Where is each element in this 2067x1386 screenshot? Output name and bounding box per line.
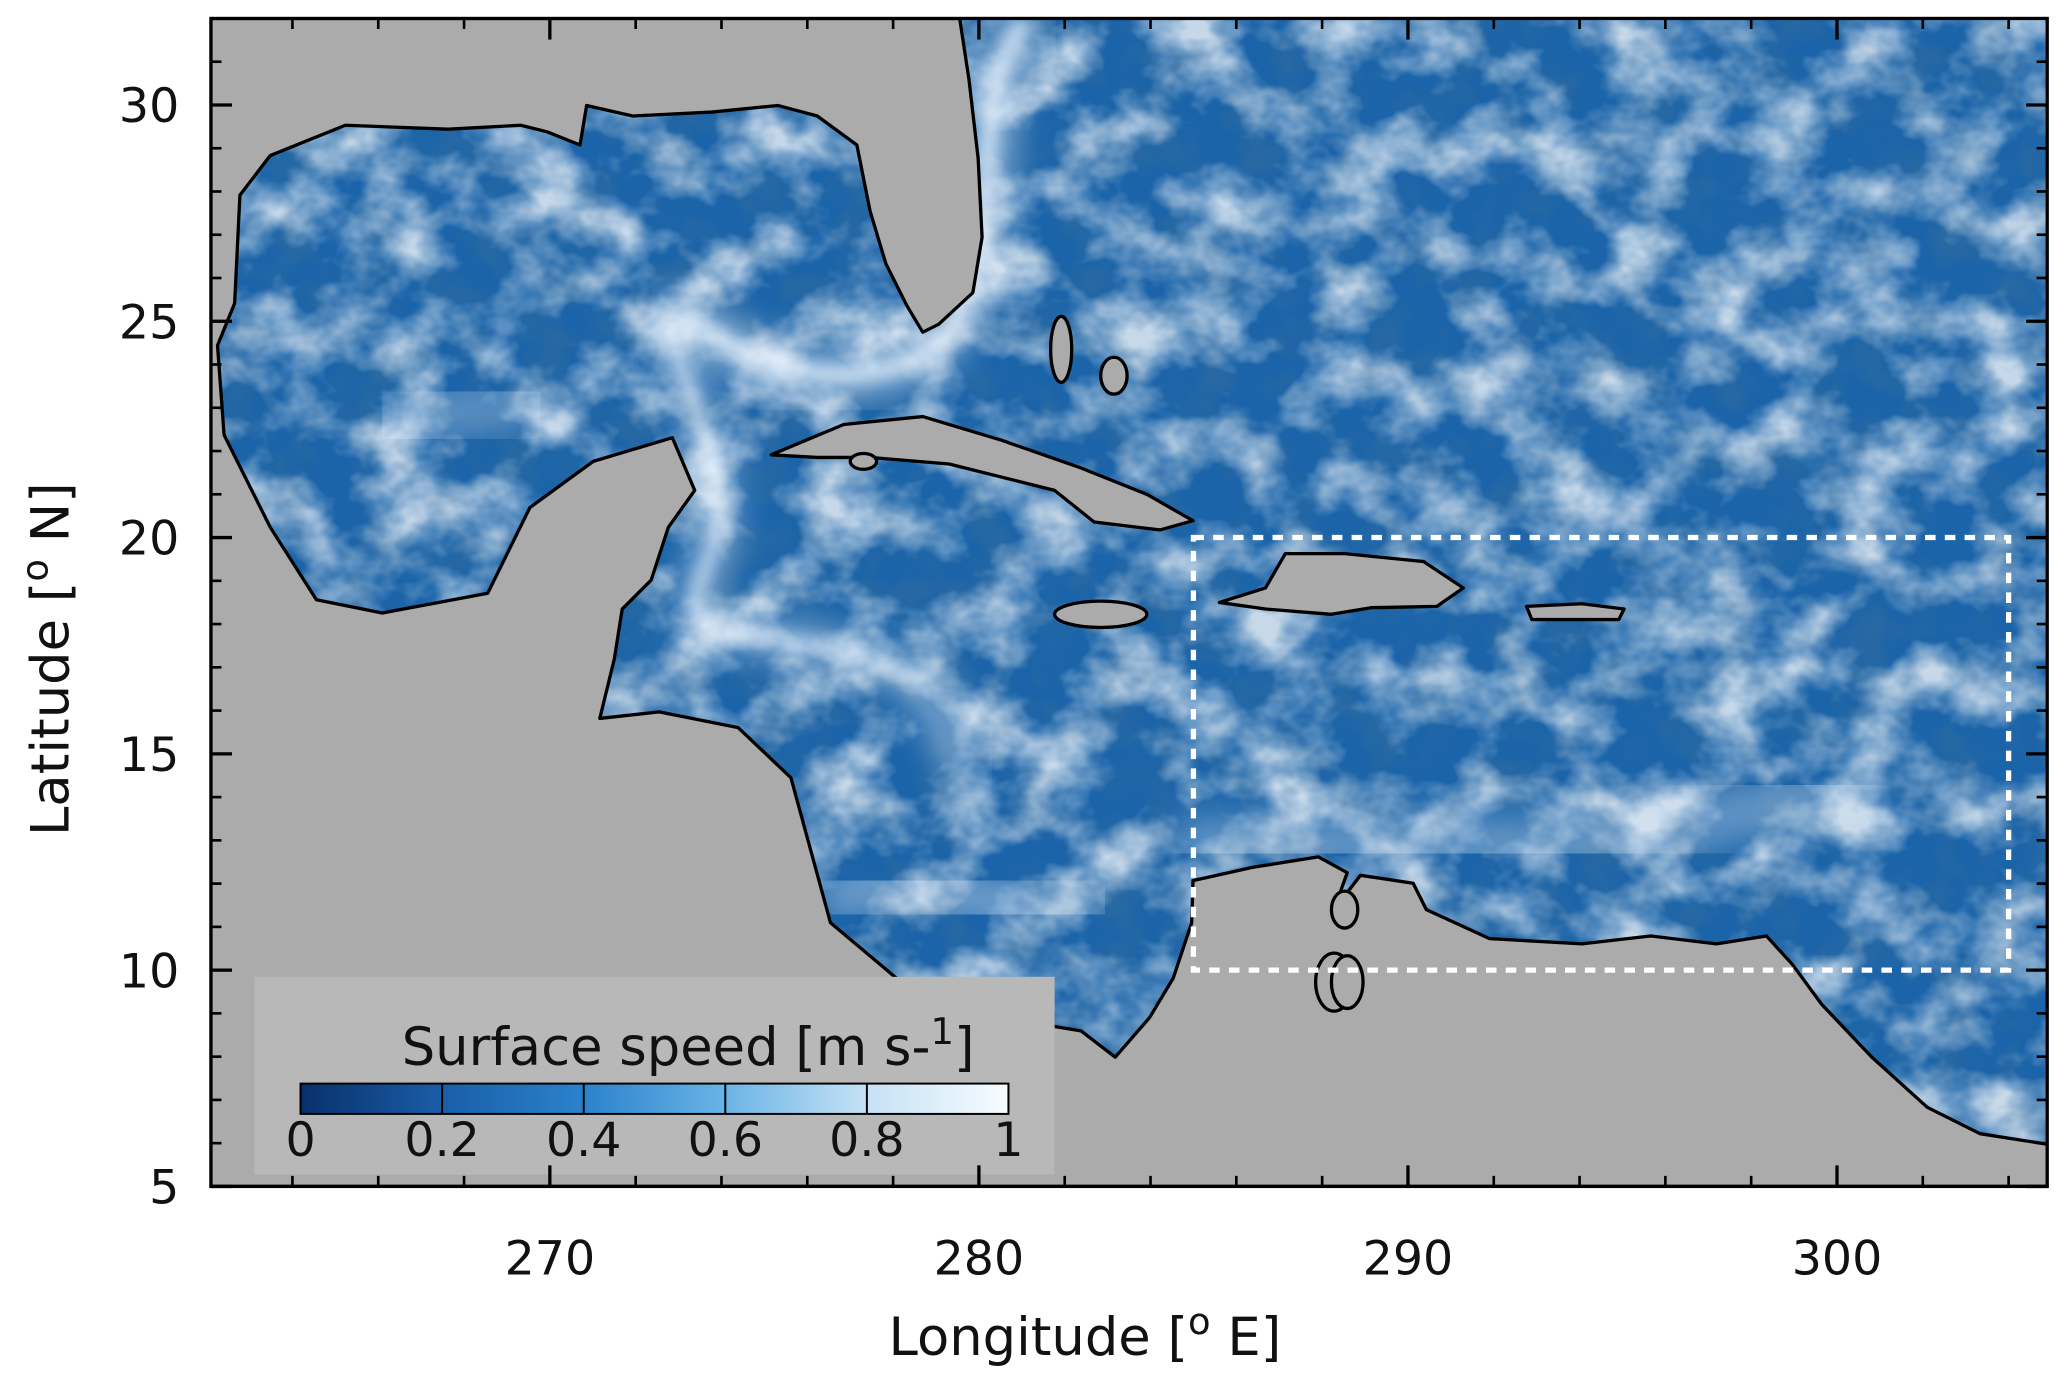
y-axis-label: Latitude [o N] [13,482,81,836]
y-tick-label: 25 [119,295,179,350]
x-tick-label: 290 [1363,1232,1454,1287]
isle [848,451,879,471]
y-tick-label: 15 [119,728,179,783]
x-tick-label: 280 [934,1232,1025,1287]
puerto-rico [1524,602,1626,622]
colorbar-title: Surface speed [m s-1] [402,1010,975,1078]
y-tick-label: 20 [119,512,179,567]
colorbar-tick-label: 1 [993,1113,1023,1168]
colorbar-background [254,976,1055,1175]
y-tick-label: 30 [119,79,179,134]
colorbar-tick-label: 0 [285,1113,315,1168]
region-box [1190,534,2012,973]
y-label-tail: N] [21,482,82,559]
land [210,18,2048,1187]
colorbar: Surface speed [m s-1] 0 0.2 0.4 0.6 0.8 1 [254,976,1055,1175]
colorbar-tick-label: 0.6 [688,1113,763,1168]
bahamas [1048,314,1074,384]
island [1329,954,1365,1011]
colorbar-gradient [299,1082,1010,1115]
island [1329,889,1360,930]
cuba [769,414,1195,532]
jamaica [1052,599,1149,630]
x-label-text: Longitude [ [889,1307,1189,1368]
currents [369,18,1872,938]
hispaniola [1217,552,1465,616]
x-label-sup: o [1188,1300,1211,1343]
mainland [210,18,2048,1187]
y-tick-label: 10 [119,944,179,999]
map-area [210,18,2048,1187]
x-label-tail: E] [1211,1307,1282,1368]
colorbar-title-sup: 1 [930,1010,953,1053]
x-tick-label: 300 [1792,1232,1883,1287]
colorbar-tick-label: 0.8 [829,1113,904,1168]
bahamas [1099,355,1129,396]
colorbar-title-text: Surface speed [m s- [402,1017,931,1078]
x-tick-label: 270 [505,1232,596,1287]
plot-frame [209,16,2049,1189]
y-label-text: Latitude [ [21,582,82,836]
colorbar-tick-label: 0.2 [404,1113,479,1168]
colorbar-tick-label: 0.4 [546,1113,621,1168]
y-tick-label: 5 [149,1161,179,1216]
x-axis-label: Longitude [o E] [889,1300,1282,1368]
y-label-sup: o [13,559,56,582]
colorbar-title-tail: ] [954,1017,975,1078]
